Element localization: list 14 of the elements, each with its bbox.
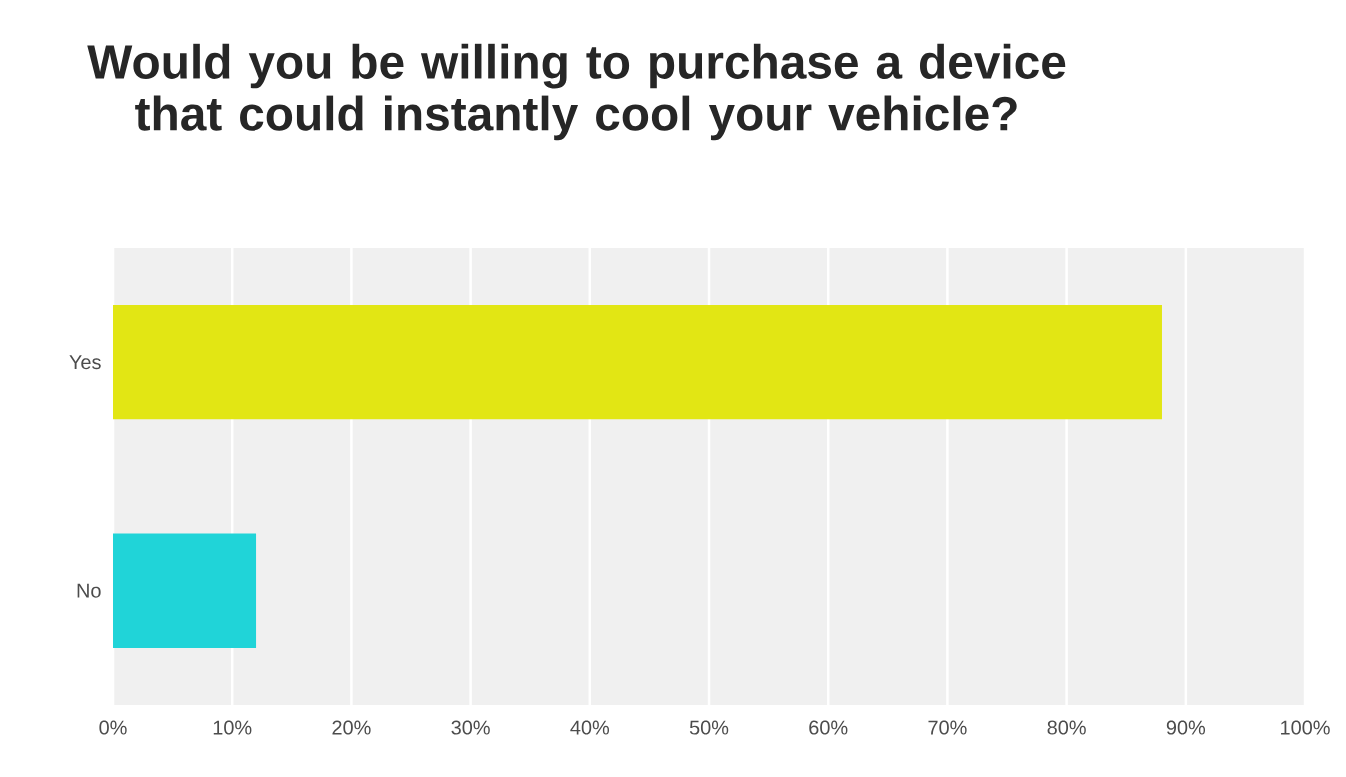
x-tick-label: 80%: [1047, 720, 1086, 735]
x-tick-label: 50%: [689, 720, 729, 735]
x-tick-label: 20%: [332, 720, 371, 735]
y-tick-label: Yes: [69, 355, 101, 370]
x-tick-label: 90%: [1166, 720, 1206, 735]
x-tick-label: 70%: [928, 720, 967, 735]
x-tick-label: 40%: [570, 720, 610, 735]
y-tick-label: No: [77, 583, 101, 598]
chart-title: Would you be willing to purchase a device that could instantly cool your vehicle?: [87, 43, 1066, 141]
x-tick-label: 30%: [451, 720, 490, 735]
x-tick-label: 10%: [213, 720, 252, 735]
x-tick-label: 0%: [99, 720, 127, 735]
x-tick-label: 60%: [809, 720, 848, 735]
x-tick-label: 100%: [1281, 720, 1330, 735]
